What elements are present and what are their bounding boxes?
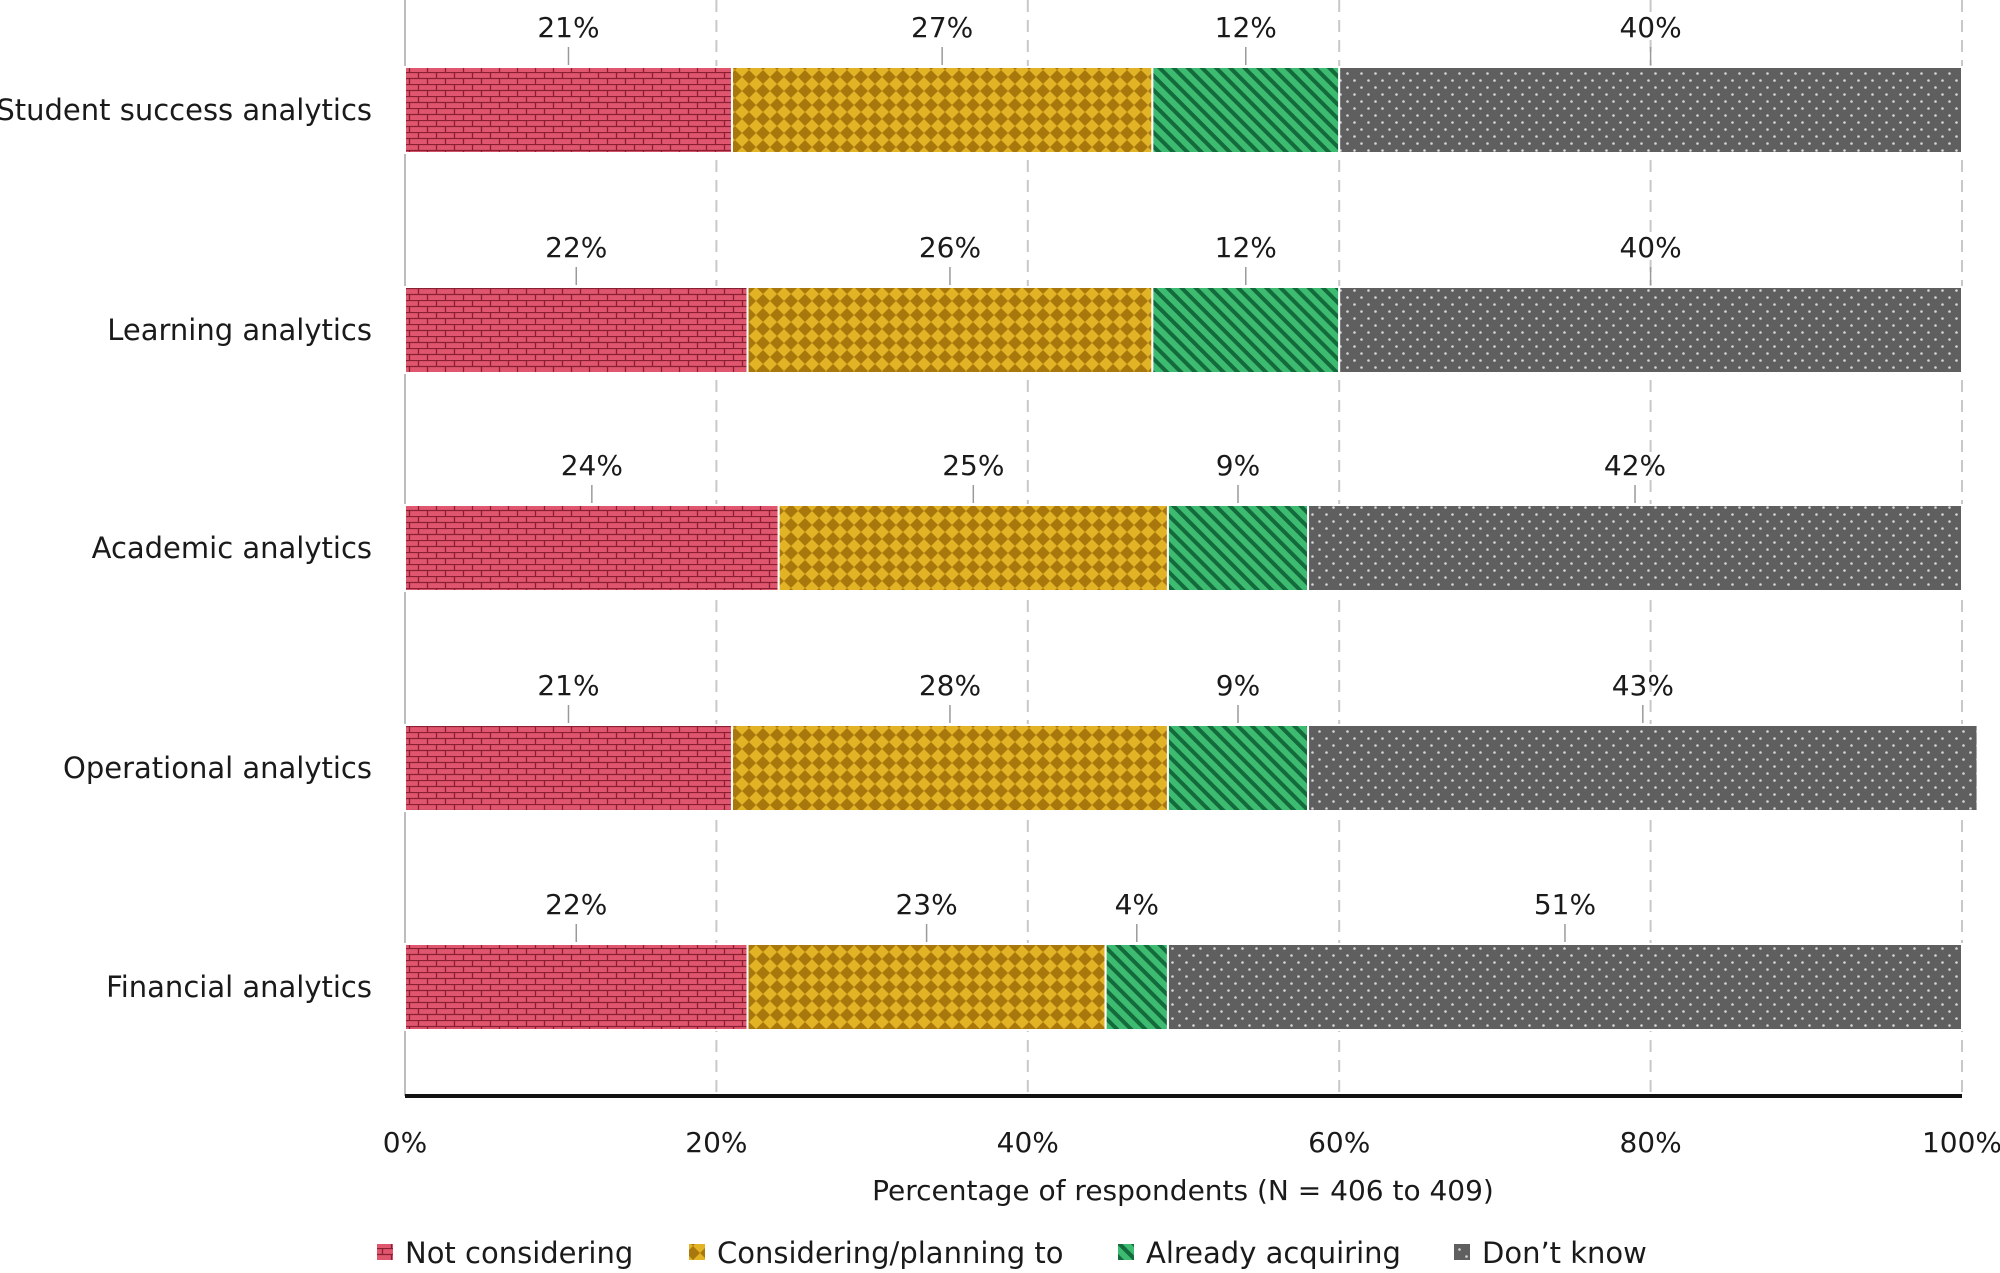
legend-label: Considering/planning to [717,1236,1064,1270]
bar-segment [747,944,1106,1030]
bar-segment [1339,67,1962,153]
bar-segment [731,725,1168,811]
bar-segment [405,944,748,1030]
bar-segment [1152,287,1340,373]
legend-swatch [377,1244,393,1260]
bar-segment [731,67,1153,153]
x-tick-label: 60% [1308,1126,1370,1159]
x-tick-label: 40% [997,1126,1059,1159]
category-label: Academic analytics [92,531,372,565]
legend-swatch [1118,1244,1134,1260]
category-label: Learning analytics [107,313,372,347]
data-label: 4% [1115,888,1159,921]
bar-segment [1167,944,1962,1030]
bars [404,66,1979,1031]
data-label: 24% [561,449,623,482]
bar-segment-outline [1307,724,1979,812]
legend: Not considering Considering/planning to Al… [377,1236,1647,1270]
legend-swatch [689,1244,705,1260]
data-label: 42% [1604,449,1666,482]
data-label: 12% [1215,11,1277,44]
data-label: 40% [1619,11,1681,44]
data-label: 23% [895,888,957,921]
legend-label: Don’t know [1482,1236,1647,1270]
legend-swatch [1454,1244,1470,1260]
data-label: 9% [1216,669,1260,702]
x-tick-label: 80% [1619,1126,1681,1159]
bar-segment [778,505,1168,591]
data-label: 21% [537,669,599,702]
data-label: 43% [1612,669,1674,702]
x-tick-label: 100% [1922,1126,2000,1159]
data-label: 25% [942,449,1004,482]
data-label: 40% [1619,231,1681,264]
data-label: 28% [919,669,981,702]
bar-segment [405,287,748,373]
bar-segment [1308,505,1962,591]
bar-segment-outline [1338,66,1963,154]
data-label: 51% [1534,888,1596,921]
data-label: 21% [537,11,599,44]
x-axis-title: Percentage of respondents (N = 406 to 40… [872,1174,1494,1207]
legend-label: Already acquiring [1146,1236,1401,1270]
bar-segment [1167,505,1309,591]
bar-segment [1339,287,1962,373]
data-label: 22% [545,231,607,264]
bar-segment-outline [1307,504,1964,592]
data-label: 9% [1216,449,1260,482]
x-tick-label: 0% [383,1126,427,1159]
data-label: 27% [911,11,973,44]
category-label: Financial analytics [106,970,372,1004]
category-labels: Student success analytics Learning analyt… [0,93,372,1004]
bar-segment [1308,725,1978,811]
data-label: 26% [919,231,981,264]
data-labels: 21% 27% 12% 40% 22% 26% 12% 40% 24% 25% 9% 42% 21% 28… [537,11,1682,942]
x-axis: 0% 20% 40% 60% 80% 100% [383,1094,2000,1159]
category-label: Operational analytics [63,751,372,785]
bar-segment [1105,944,1168,1030]
bar-segment [747,287,1153,373]
bar-segment [405,725,732,811]
data-label: 22% [545,888,607,921]
bar-segment [405,67,732,153]
bar-segment-outline [1338,286,1963,374]
data-label: 12% [1215,231,1277,264]
bar-segment [1152,67,1340,153]
bar-segment-outline [1166,943,1964,1031]
x-tick-label: 20% [685,1126,747,1159]
category-label: Student success analytics [0,93,372,127]
bar-segment [1167,725,1309,811]
bar-segment [405,505,779,591]
legend-label: Not considering [405,1236,633,1270]
